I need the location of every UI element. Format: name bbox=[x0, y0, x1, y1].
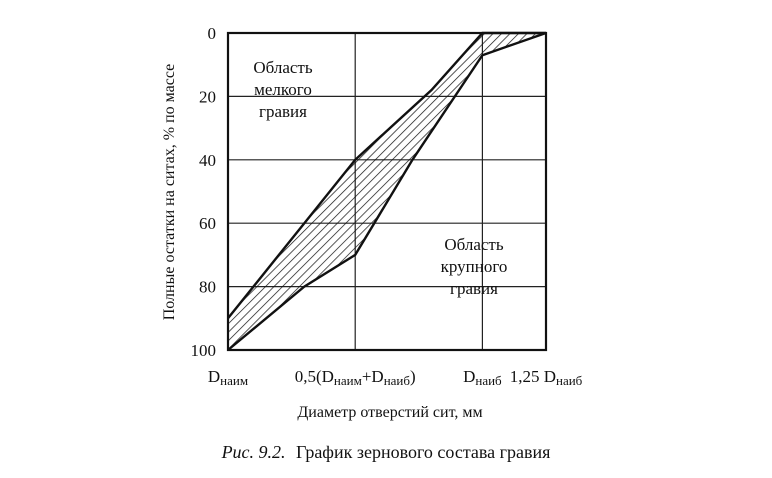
lower-boundary-line bbox=[227, 31, 547, 351]
y-tick-label: 80 bbox=[199, 278, 216, 297]
x-tick-label: Dнаиб bbox=[463, 367, 502, 388]
coarse-gravel-label: Область крупного гравия bbox=[441, 235, 508, 298]
y-tick-label: 20 bbox=[199, 87, 216, 106]
y-tick-label: 60 bbox=[199, 214, 216, 233]
y-axis-label: Полные остатки на ситах, % по массе bbox=[161, 64, 178, 321]
y-tick-label: 40 bbox=[199, 151, 216, 170]
x-tick-label: 0,5(Dнаим+Dнаиб) bbox=[295, 367, 416, 388]
x-tick-label: 1,25 Dнаиб bbox=[510, 367, 583, 388]
y-tick-labels: 0 20 40 60 80 100 bbox=[191, 24, 217, 360]
y-tick-label: 100 bbox=[191, 341, 217, 360]
hatched-band bbox=[228, 33, 546, 350]
x-axis-label: Диаметр отверстий сит, мм bbox=[297, 404, 482, 421]
y-tick-label: 0 bbox=[208, 24, 217, 43]
region-annotations: Область мелкого гравия Область крупного грави… bbox=[253, 58, 507, 298]
x-tick-label: Dнаим bbox=[208, 367, 248, 388]
plot-border bbox=[226, 31, 548, 352]
caption-text: График зернового состава гравия bbox=[296, 442, 550, 462]
caption-prefix: Рис. 9.2. bbox=[221, 442, 286, 462]
plot-frame bbox=[226, 31, 548, 352]
x-tick-labels: Dнаим 0,5(Dнаим+Dнаиб) Dнаиб 1,25 Dнаиб bbox=[208, 367, 583, 388]
figure-caption: Рис. 9.2. График зернового состава грави… bbox=[221, 442, 551, 462]
fine-gravel-label: Область мелкого гравия bbox=[253, 58, 313, 121]
